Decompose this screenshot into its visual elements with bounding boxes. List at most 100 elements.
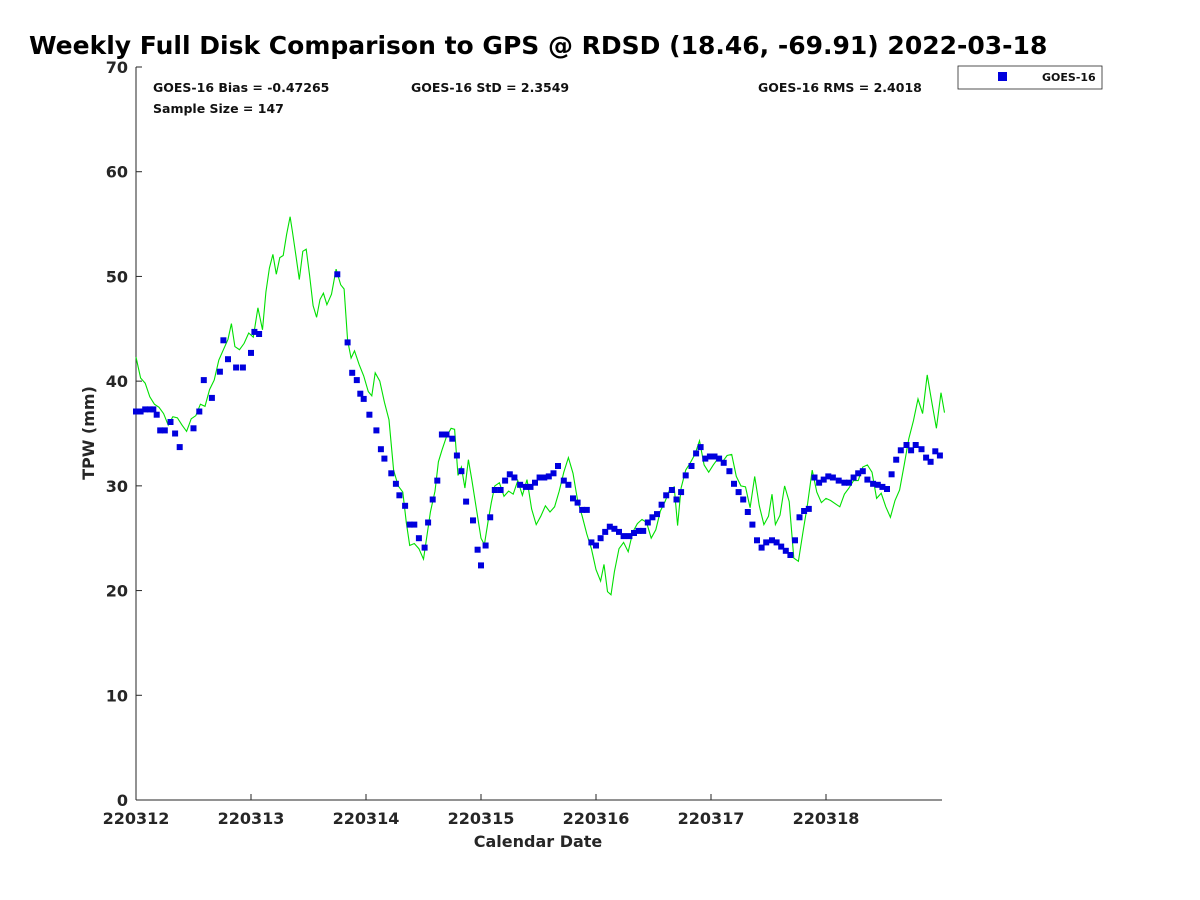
goes16-point	[720, 459, 727, 466]
goes16-point	[597, 535, 604, 542]
goes16-point	[897, 447, 904, 454]
goes16-point	[805, 505, 812, 512]
x-tick-label: 220313	[218, 809, 285, 828]
goes16-point	[161, 427, 168, 434]
goes16-point	[841, 479, 848, 486]
x-tick-label: 220314	[333, 809, 400, 828]
goes16-point	[588, 539, 595, 546]
goes16-point	[697, 444, 704, 451]
x-tick-label: 220316	[563, 809, 630, 828]
goes16-point	[216, 368, 223, 375]
goes16-point	[208, 394, 215, 401]
goes16-point	[146, 406, 153, 413]
goes16-point	[735, 489, 742, 496]
goes16-point	[611, 525, 618, 532]
x-tick-label: 220315	[448, 809, 515, 828]
goes16-point	[487, 514, 494, 521]
goes16-point	[142, 406, 149, 413]
goes16-point	[429, 496, 436, 503]
goes16-point	[811, 474, 818, 481]
goes16-point	[443, 431, 450, 438]
goes16-point	[196, 408, 203, 415]
goes16-point	[792, 537, 798, 544]
goes16-point	[631, 530, 637, 536]
goes16-point	[835, 477, 842, 484]
goes16-point	[820, 476, 827, 483]
goes16-point	[773, 539, 780, 546]
goes16-point	[233, 364, 240, 371]
goes16-point	[555, 463, 561, 469]
y-tick-label: 60	[106, 163, 128, 182]
goes16-point	[801, 508, 808, 514]
goes16-point	[449, 435, 456, 442]
goes16-point	[716, 455, 723, 462]
goes16-point	[758, 544, 765, 551]
goes16-point	[491, 487, 498, 493]
goes16-point	[344, 339, 351, 346]
y-axis-label: TPW (mm)	[79, 386, 98, 480]
goes16-point	[682, 472, 689, 479]
x-tick-label: 220318	[793, 809, 860, 828]
goes16-series-points	[133, 271, 943, 569]
goes16-point	[706, 453, 713, 460]
goes16-point	[855, 470, 862, 477]
goes16-point	[434, 477, 441, 484]
goes16-point	[522, 483, 529, 490]
goes16-point	[927, 458, 934, 465]
x-axis-label: Calendar Date	[474, 832, 603, 851]
goes16-point	[688, 463, 695, 469]
goes16-point	[754, 537, 760, 544]
goes16-point	[517, 481, 524, 488]
goes16-point	[565, 481, 572, 488]
goes16-point	[406, 521, 413, 528]
goes16-point	[829, 474, 836, 481]
goes16-point	[334, 271, 341, 278]
goes16-point	[593, 542, 599, 549]
goes16-point	[506, 471, 513, 478]
x-tick-label: 220317	[678, 809, 745, 828]
goes16-point	[248, 349, 254, 356]
goes16-point	[859, 468, 866, 475]
goes16-point	[453, 452, 460, 459]
goes16-point	[190, 425, 197, 432]
goes16-point	[626, 533, 633, 540]
goes16-point	[458, 468, 465, 475]
goes16-point	[616, 528, 622, 535]
stat-std: GOES-16 StD = 2.3549	[411, 80, 569, 95]
goes16-point	[932, 448, 939, 455]
y-tick-label: 50	[106, 267, 128, 286]
goes16-point	[200, 377, 207, 384]
goes16-point	[527, 483, 534, 490]
goes16-point	[579, 506, 586, 513]
goes16-point	[678, 489, 685, 496]
goes16-point	[225, 356, 231, 363]
goes16-point	[550, 470, 557, 477]
legend: GOES-16	[957, 65, 1103, 90]
goes16-point	[133, 408, 139, 415]
y-tick-label: 30	[106, 477, 128, 496]
goes16-point	[908, 447, 915, 454]
goes16-point	[157, 427, 164, 434]
x-ticks: 220312 220313 220314 220315 220316 220317 2203…	[103, 794, 860, 828]
goes16-point	[560, 477, 567, 484]
y-tick-label: 0	[117, 791, 128, 810]
goes16-point	[903, 442, 910, 448]
goes16-point	[411, 521, 418, 528]
goes16-point	[846, 479, 852, 486]
goes16-point	[220, 337, 227, 344]
goes16-point	[912, 442, 919, 448]
goes16-point	[536, 474, 543, 481]
goes16-point	[545, 473, 552, 480]
goes16-point	[816, 479, 823, 486]
goes16-point	[620, 533, 627, 540]
goes16-point	[658, 501, 665, 508]
goes16-point	[864, 476, 871, 483]
goes16-point	[649, 514, 656, 521]
goes16-point	[583, 506, 590, 513]
goes16-point	[482, 542, 489, 549]
gps-series-line	[135, 216, 946, 596]
goes16-point	[825, 473, 832, 480]
goes16-point	[744, 509, 751, 515]
goes16-point	[740, 496, 747, 503]
